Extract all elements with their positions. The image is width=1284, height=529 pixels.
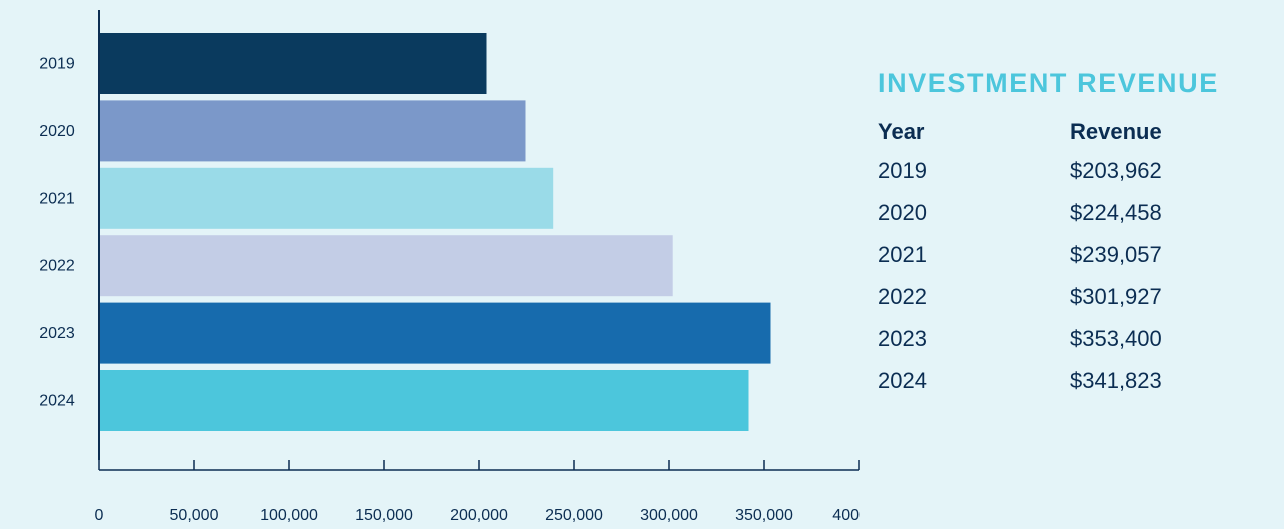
table-row: 2022 $301,927 bbox=[878, 276, 1270, 318]
x-tick-label: 350,000 bbox=[735, 507, 793, 524]
bar-2024 bbox=[99, 370, 749, 431]
x-tick-label: 400000 bbox=[832, 507, 860, 524]
bar-2023 bbox=[99, 302, 771, 364]
panel-title: INVESTMENT REVENUE bbox=[878, 68, 1219, 98]
bar-2021 bbox=[99, 167, 554, 229]
table-row: 2021 $239,057 bbox=[878, 234, 1270, 276]
year-cell: 2021 bbox=[878, 242, 927, 267]
revenue-cell: $224,458 bbox=[1070, 200, 1162, 225]
revenue-table: Year Revenue 2019 $203,962 2020 $224,458… bbox=[878, 116, 1270, 402]
table-row: 2023 $353,400 bbox=[878, 318, 1270, 360]
year-cell: 2024 bbox=[878, 368, 927, 393]
revenue-column-header: Revenue bbox=[1070, 119, 1162, 144]
table-row: 2024 $341,823 bbox=[878, 360, 1270, 402]
bar-2022 bbox=[99, 235, 673, 297]
revenue-cell: $239,057 bbox=[1070, 242, 1162, 267]
bar-2020 bbox=[99, 100, 526, 162]
year-cell: 2019 bbox=[878, 158, 927, 183]
revenue-cell: $203,962 bbox=[1070, 158, 1162, 183]
y-tick-label: 2019 bbox=[39, 56, 75, 73]
revenue-cell: $353,400 bbox=[1070, 326, 1162, 351]
x-tick-label: 100,000 bbox=[260, 507, 318, 524]
y-tick-label: 2024 bbox=[39, 393, 75, 410]
revenue-panel: INVESTMENT REVENUE Year Revenue 2019 $20… bbox=[878, 66, 1278, 402]
y-tick-label: 2020 bbox=[39, 123, 75, 140]
x-tick-label: 250,000 bbox=[545, 507, 603, 524]
year-cell: 2022 bbox=[878, 284, 927, 309]
revenue-cell: $301,927 bbox=[1070, 284, 1162, 309]
y-tick-label: 2022 bbox=[39, 258, 75, 275]
y-tick-label: 2023 bbox=[39, 325, 75, 342]
year-column-header: Year bbox=[878, 119, 925, 144]
x-tick-label: 150,000 bbox=[355, 507, 413, 524]
revenue-cell: $341,823 bbox=[1070, 368, 1162, 393]
x-tick-label: 50,000 bbox=[170, 507, 219, 524]
revenue-bar-chart: 2019 2020 2021 2022 2023 2024 0 50,000 100,000 15… bbox=[39, 10, 860, 524]
year-cell: 2023 bbox=[878, 326, 927, 351]
x-tick-label: 200,000 bbox=[450, 507, 508, 524]
x-tick-label: 300,000 bbox=[640, 507, 698, 524]
year-cell: 2020 bbox=[878, 200, 927, 225]
bar-2019 bbox=[99, 33, 487, 94]
table-row: 2020 $224,458 bbox=[878, 192, 1270, 234]
table-header-row: Year Revenue bbox=[878, 116, 1270, 150]
x-tick-label: 0 bbox=[95, 507, 104, 524]
table-row: 2019 $203,962 bbox=[878, 150, 1270, 192]
y-tick-label: 2021 bbox=[39, 190, 75, 207]
